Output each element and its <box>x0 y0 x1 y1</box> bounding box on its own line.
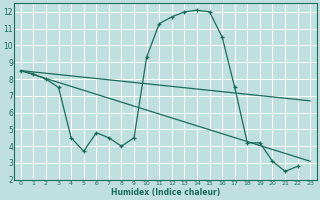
X-axis label: Humidex (Indice chaleur): Humidex (Indice chaleur) <box>111 188 220 197</box>
